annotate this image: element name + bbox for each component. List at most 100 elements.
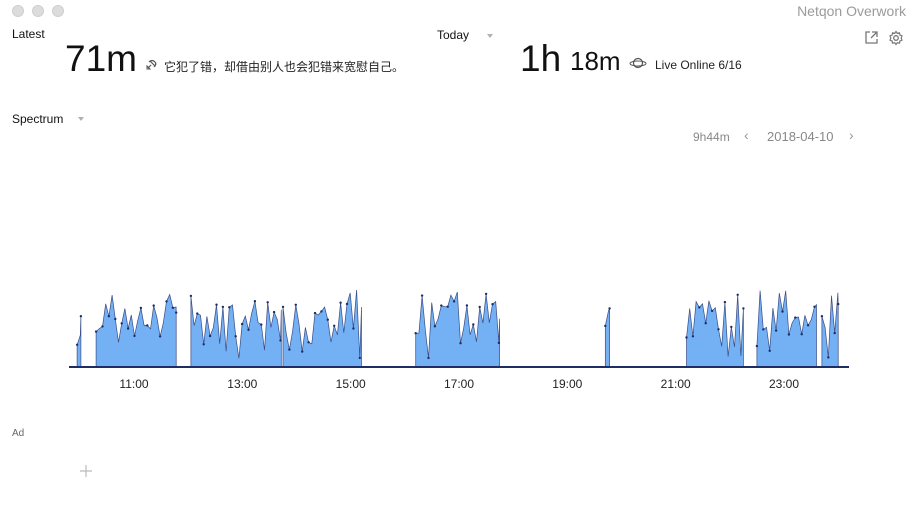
zoom-window-button[interactable] xyxy=(52,5,64,17)
activity-point xyxy=(491,303,494,306)
activity-point xyxy=(710,309,714,313)
activity-point xyxy=(339,301,342,304)
activity-area-4 xyxy=(282,289,362,368)
activity-point xyxy=(120,322,123,325)
spectrum-label[interactable]: Spectrum xyxy=(12,112,64,126)
activity-point xyxy=(781,310,784,313)
planet-icon xyxy=(629,57,647,69)
today-minutes: 18m xyxy=(570,46,621,76)
x-tick-label: 15:00 xyxy=(336,377,366,391)
activity-point xyxy=(465,304,469,307)
x-tick-label: 19:00 xyxy=(552,377,582,391)
activity-point xyxy=(608,307,611,310)
activity-point xyxy=(126,327,130,330)
activity-point xyxy=(774,329,778,332)
activity-point xyxy=(433,325,437,328)
activity-point xyxy=(794,316,797,319)
activity-point xyxy=(800,333,803,336)
activity-point xyxy=(114,317,117,321)
activity-point xyxy=(221,305,225,309)
activity-point xyxy=(762,328,765,331)
minimize-window-button[interactable] xyxy=(32,5,44,17)
activity-point xyxy=(698,306,701,309)
spectrum-dropdown-caret-icon[interactable] xyxy=(78,117,84,121)
spectrum-duration: 9h44m xyxy=(693,130,730,144)
latest-quote: 它犯了错，却借由别人也会犯错来宽慰自己。 xyxy=(164,60,405,74)
activity-point xyxy=(94,330,98,333)
activity-point xyxy=(247,328,250,331)
activity-point xyxy=(333,324,336,327)
activity-spectrum-chart: 11:00 13:00 15:00 17:00 19:00 21:00 23:00 xyxy=(69,289,849,391)
activity-area-9 xyxy=(821,292,839,368)
activity-point xyxy=(484,292,488,296)
satellite-icon xyxy=(146,59,157,70)
activity-point xyxy=(806,324,810,327)
export-icon[interactable] xyxy=(864,30,879,45)
activity-point xyxy=(133,334,136,338)
previous-day-chevron-icon[interactable]: ‹ xyxy=(744,127,749,143)
activity-point xyxy=(427,356,430,360)
activity-point xyxy=(158,335,162,338)
activity-point xyxy=(446,305,449,308)
activity-point xyxy=(497,341,501,345)
activity-point xyxy=(260,323,263,326)
activity-point xyxy=(165,300,168,303)
activity-point xyxy=(736,293,739,296)
next-day-chevron-icon[interactable]: › xyxy=(849,127,854,143)
close-window-button[interactable] xyxy=(12,5,24,17)
activity-area-2 xyxy=(95,293,177,368)
activity-point xyxy=(833,331,836,335)
activity-point xyxy=(171,306,175,309)
activity-point xyxy=(787,333,791,336)
activity-point xyxy=(234,335,237,338)
activity-point xyxy=(440,304,443,307)
activity-point xyxy=(279,339,282,342)
activity-area-7 xyxy=(686,294,744,368)
activity-point xyxy=(352,327,355,330)
latest-label: Latest xyxy=(12,27,45,41)
activity-point xyxy=(452,300,456,303)
activity-point xyxy=(196,312,199,315)
activity-area-8 xyxy=(756,290,817,368)
activity-point xyxy=(717,328,720,331)
today-dropdown-caret-icon[interactable] xyxy=(487,34,493,38)
x-tick-label: 17:00 xyxy=(444,377,474,391)
activity-point xyxy=(189,294,193,298)
activity-point xyxy=(827,356,830,359)
title-bar: Netqon Overwork xyxy=(0,0,918,22)
activity-point xyxy=(768,349,771,352)
activity-point xyxy=(107,315,111,318)
activity-point xyxy=(345,302,349,306)
activity-point xyxy=(755,344,759,348)
today-label[interactable]: Today xyxy=(437,28,470,42)
activity-point xyxy=(202,343,205,346)
activity-point xyxy=(420,294,424,297)
activity-point xyxy=(101,325,104,328)
activity-point xyxy=(294,303,297,306)
latest-value: 71m xyxy=(65,38,137,79)
activity-area-5 xyxy=(415,291,500,368)
activity-point xyxy=(175,311,178,314)
activity-point xyxy=(691,335,695,338)
activity-point xyxy=(228,306,231,309)
activity-point xyxy=(240,322,244,326)
add-icon[interactable] xyxy=(79,464,93,478)
activity-point xyxy=(75,343,79,346)
live-online-count: Live Online 6/16 xyxy=(655,58,742,72)
activity-area-3 xyxy=(190,295,282,368)
activity-point xyxy=(472,323,475,326)
x-tick-label: 13:00 xyxy=(227,377,257,391)
activity-point xyxy=(215,303,218,306)
activity-point xyxy=(837,302,840,306)
x-tick-label: 21:00 xyxy=(661,377,691,391)
gear-icon[interactable] xyxy=(888,30,904,46)
ad-label: Ad xyxy=(12,428,25,439)
activity-point xyxy=(79,315,83,318)
activity-point xyxy=(152,304,155,307)
activity-point xyxy=(146,324,149,327)
activity-point xyxy=(358,356,361,360)
activity-point xyxy=(723,300,727,304)
activity-point xyxy=(604,324,607,328)
x-tick-label: 11:00 xyxy=(119,377,148,391)
activity-point xyxy=(730,325,733,329)
